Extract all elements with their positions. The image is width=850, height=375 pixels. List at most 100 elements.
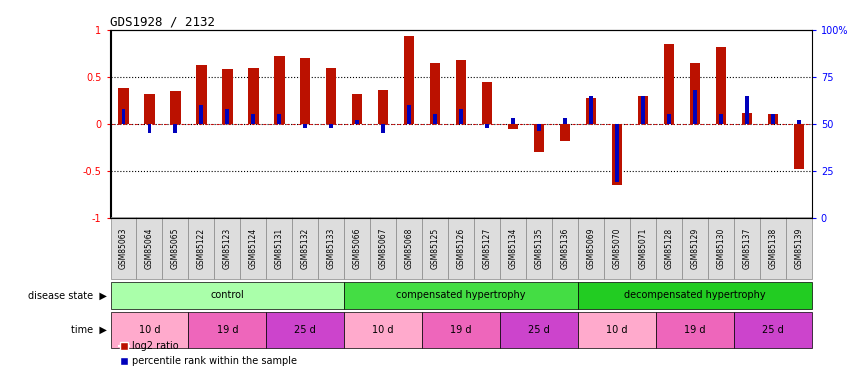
Bar [734,312,812,348]
Bar [552,217,578,279]
Bar [716,47,726,124]
Bar [422,312,500,348]
Bar [560,124,570,141]
Bar [189,217,214,279]
Text: decompensated hypertrophy: decompensated hypertrophy [624,290,766,300]
Bar [303,124,307,128]
Bar [329,124,333,128]
Bar [630,217,656,279]
Bar [344,282,578,309]
Bar [578,217,604,279]
Bar [537,124,541,131]
Bar [430,63,440,124]
Legend: log2 ratio, percentile rank within the sample: log2 ratio, percentile rank within the s… [116,338,301,370]
Bar [638,96,648,124]
Text: GSM85123: GSM85123 [223,228,232,269]
Text: 10 d: 10 d [606,325,627,335]
Bar [355,120,360,124]
Bar [404,36,414,124]
Text: control: control [211,290,244,300]
Bar [719,114,722,124]
Text: GSM85124: GSM85124 [249,228,258,269]
Text: GSM85063: GSM85063 [119,228,128,269]
Text: GDS1928 / 2132: GDS1928 / 2132 [110,16,216,29]
Bar [252,114,255,124]
Bar [578,312,656,348]
Bar [586,98,596,124]
Bar [292,217,318,279]
Bar [173,124,178,133]
Bar [266,312,344,348]
Bar [482,82,492,124]
Bar [196,64,207,124]
Text: GSM85135: GSM85135 [535,228,543,269]
Bar [693,90,697,124]
Text: GSM85067: GSM85067 [379,228,388,269]
Bar [326,68,337,124]
Text: compensated hypertrophy: compensated hypertrophy [396,290,526,300]
Bar [794,124,804,169]
Text: GSM85128: GSM85128 [665,228,673,269]
Text: GSM85122: GSM85122 [197,228,206,269]
Bar [511,118,515,124]
Bar [448,217,474,279]
Bar [110,217,137,279]
Bar [122,109,126,124]
Bar [474,217,500,279]
Text: GSM85129: GSM85129 [690,228,700,269]
Bar [664,44,674,124]
Text: 19 d: 19 d [450,325,472,335]
Text: GSM85138: GSM85138 [768,228,777,269]
Bar [382,124,385,133]
Bar [422,217,448,279]
Text: 10 d: 10 d [139,325,160,335]
Text: GSM85136: GSM85136 [560,228,570,269]
Bar [118,88,128,124]
Bar [434,114,437,124]
Bar [667,114,671,124]
Text: 25 d: 25 d [294,325,316,335]
Bar [248,68,258,124]
Text: GSM85125: GSM85125 [431,228,439,269]
Bar [771,114,774,124]
Bar [734,217,760,279]
Text: GSM85070: GSM85070 [613,228,621,269]
Bar [641,96,645,124]
Text: GSM85071: GSM85071 [638,228,648,269]
Bar [615,124,619,182]
Bar [189,312,266,348]
Bar [200,105,203,124]
Bar [500,312,578,348]
Text: GSM85127: GSM85127 [483,228,491,269]
Text: 25 d: 25 d [762,325,784,335]
Bar [456,60,467,124]
Bar [162,217,189,279]
Text: 19 d: 19 d [684,325,705,335]
Bar [144,94,155,124]
Bar [170,91,180,124]
Bar [344,217,371,279]
Text: GSM85137: GSM85137 [742,228,751,269]
Text: GSM85131: GSM85131 [275,228,284,269]
Bar [137,217,162,279]
Bar [760,217,785,279]
Bar [110,312,189,348]
Bar [500,217,526,279]
Bar [222,69,233,124]
Bar [526,217,552,279]
Bar [589,96,593,124]
Bar [148,124,151,133]
Text: disease state  ▶: disease state ▶ [28,290,107,300]
Bar [352,94,362,124]
Bar [656,312,734,348]
Bar [785,217,812,279]
Text: time  ▶: time ▶ [71,325,107,335]
Bar [578,282,812,309]
Text: GSM85132: GSM85132 [301,228,309,269]
Text: GSM85130: GSM85130 [717,228,725,269]
Text: GSM85065: GSM85065 [171,228,180,269]
Text: 25 d: 25 d [528,325,550,335]
Bar [741,112,752,124]
Bar [604,217,630,279]
Bar [485,124,489,128]
